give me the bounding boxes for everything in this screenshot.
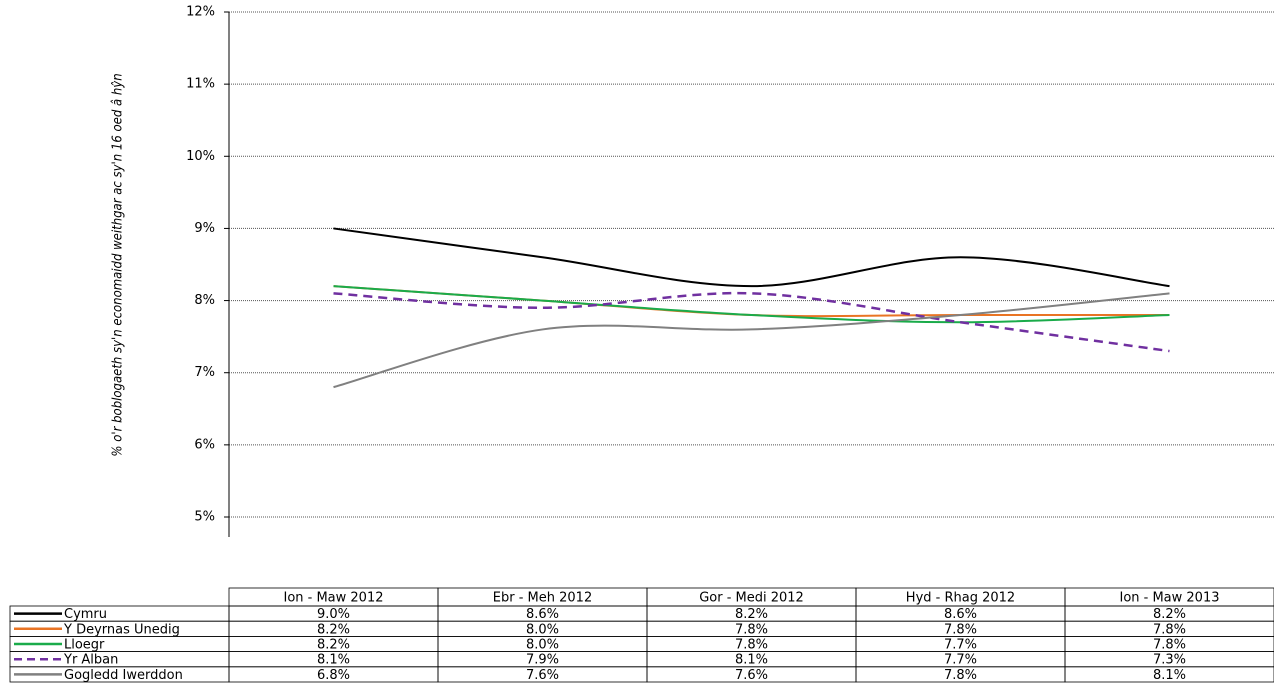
table-value: 8.2% (1153, 607, 1186, 622)
series-line (333, 285, 1170, 324)
legend-label: Y Deyrnas Unedig (63, 622, 180, 637)
table-value: 8.6% (526, 607, 559, 622)
legend-label: Lloegr (64, 638, 105, 653)
y-tick-label: 5% (194, 510, 215, 525)
table-value: 8.6% (944, 607, 977, 622)
table-value: 9.0% (317, 607, 350, 622)
table-value: 7.8% (944, 668, 977, 683)
table-header: Gor - Medi 2012 (699, 591, 804, 606)
table-value: 7.8% (1153, 622, 1186, 637)
y-axis-label: % o'r boblogaeth sy'n economaidd weithga… (111, 73, 126, 456)
table-value: 6.8% (317, 668, 350, 683)
y-tick-label: 6% (194, 437, 215, 452)
table-value: 7.8% (735, 622, 768, 637)
table-value: 7.8% (735, 638, 768, 653)
y-tick-label: 11% (186, 77, 215, 92)
table-value: 8.0% (526, 638, 559, 653)
table-header: Ebr - Meh 2012 (493, 591, 592, 606)
y-tick-label: 12% (186, 5, 215, 20)
y-tick-label: 9% (194, 221, 215, 236)
table-header: Ion - Maw 2013 (1119, 591, 1219, 606)
table-cell (1064, 666, 1274, 683)
table-value: 8.0% (526, 622, 559, 637)
table-value: 8.2% (317, 622, 350, 637)
series-line (333, 292, 1170, 389)
y-tick-label: 8% (194, 293, 215, 308)
table-value: 8.1% (735, 653, 768, 668)
table-value: 7.8% (1153, 638, 1186, 653)
table-value: 7.9% (526, 653, 559, 668)
legend-label: Yr Alban (63, 653, 118, 668)
table-value: 7.6% (526, 668, 559, 683)
legend-label: Cymru (64, 607, 107, 622)
table-header: Hyd - Rhag 2012 (906, 591, 1015, 606)
table-value: 8.2% (735, 607, 768, 622)
series-line (333, 291, 1170, 353)
table-value: 7.7% (944, 653, 977, 668)
series-line (333, 227, 1170, 288)
series-line (333, 285, 1170, 318)
legend-label: Gogledd Iwerddon (64, 668, 183, 683)
table-value: 7.7% (944, 638, 977, 653)
table-value: 8.2% (317, 638, 350, 653)
table-value: 8.1% (1153, 668, 1186, 683)
y-tick-label: 7% (194, 365, 215, 380)
table-value: 8.1% (317, 653, 350, 668)
table-header: Ion - Maw 2012 (283, 591, 383, 606)
table-value: 7.3% (1153, 653, 1186, 668)
y-tick-label: 10% (186, 149, 215, 164)
table-value: 7.6% (735, 668, 768, 683)
table-value: 7.8% (944, 622, 977, 637)
